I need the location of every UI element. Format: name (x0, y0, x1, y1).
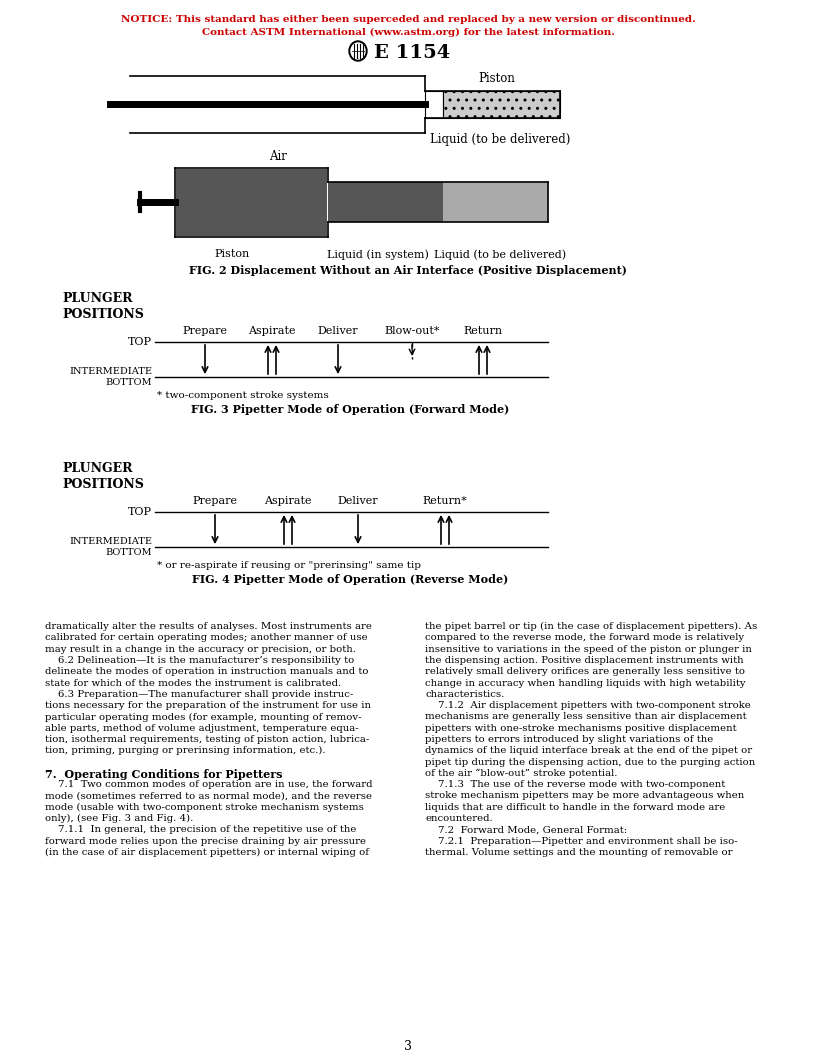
Text: compared to the reverse mode, the forward mode is relatively: compared to the reverse mode, the forwar… (425, 634, 744, 642)
Text: NOTICE: This standard has either been superceded and replaced by a new version o: NOTICE: This standard has either been su… (121, 15, 695, 24)
Text: Piston: Piston (478, 72, 515, 84)
Bar (176, 169, 327, 235)
Text: 7.1.2  Air displacement pipetters with two-component stroke: 7.1.2 Air displacement pipetters with tw… (425, 701, 751, 710)
Text: tion, isothermal requirements, testing of piston action, lubrica-: tion, isothermal requirements, testing o… (45, 735, 370, 744)
Text: Deliver: Deliver (317, 326, 358, 336)
Text: 7.  Operating Conditions for Pipetters: 7. Operating Conditions for Pipetters (45, 769, 282, 780)
Text: liquids that are difficult to handle in the forward mode are: liquids that are difficult to handle in … (425, 803, 725, 812)
Ellipse shape (349, 41, 367, 61)
Bar (328, 182, 443, 222)
Bar (425, 91, 443, 118)
Text: Prepare: Prepare (193, 496, 237, 506)
Text: stroke mechanism pipetters may be more advantageous when: stroke mechanism pipetters may be more a… (425, 792, 744, 800)
Text: may result in a change in the accuracy or precision, or both.: may result in a change in the accuracy o… (45, 644, 356, 654)
Text: FIG. 3 Pipetter Mode of Operation (Forward Mode): FIG. 3 Pipetter Mode of Operation (Forwa… (191, 404, 509, 415)
Text: dynamics of the liquid interface break at the end of the pipet or: dynamics of the liquid interface break a… (425, 747, 752, 755)
Text: insensitive to variations in the speed of the piston or plunger in: insensitive to variations in the speed o… (425, 644, 752, 654)
Text: INTERMEDIATE
BOTTOM: INTERMEDIATE BOTTOM (69, 367, 152, 386)
Text: mode (usable with two-component stroke mechanism systems: mode (usable with two-component stroke m… (45, 803, 364, 812)
Text: Liquid (in system): Liquid (in system) (327, 249, 429, 260)
Text: pipetters with one-stroke mechanisms positive displacement: pipetters with one-stroke mechanisms pos… (425, 723, 737, 733)
Text: TOP: TOP (128, 337, 152, 347)
Text: Air: Air (269, 150, 287, 163)
Text: Liquid (to be delivered): Liquid (to be delivered) (434, 249, 566, 260)
Text: Return: Return (463, 326, 503, 336)
Text: mode (sometimes referred to as normal mode), and the reverse: mode (sometimes referred to as normal mo… (45, 792, 372, 800)
Text: the dispensing action. Positive displacement instruments with: the dispensing action. Positive displace… (425, 656, 743, 665)
Text: TOP: TOP (128, 507, 152, 517)
Bar (443, 91, 560, 118)
Text: forward mode relies upon the precise draining by air pressure: forward mode relies upon the precise dra… (45, 836, 366, 846)
Text: Contact ASTM International (www.astm.org) for the latest information.: Contact ASTM International (www.astm.org… (202, 29, 614, 37)
Text: particular operating modes (for example, mounting of remov-: particular operating modes (for example,… (45, 713, 361, 721)
Text: state for which of the modes the instrument is calibrated.: state for which of the modes the instrum… (45, 679, 341, 687)
Text: characteristics.: characteristics. (425, 690, 504, 699)
Text: Prepare: Prepare (183, 326, 228, 336)
Text: * two-component stroke systems: * two-component stroke systems (157, 391, 329, 400)
Text: Aspirate: Aspirate (248, 326, 295, 336)
Text: Liquid (to be delivered): Liquid (to be delivered) (430, 133, 570, 146)
Text: 7.1.3  The use of the reverse mode with two-component: 7.1.3 The use of the reverse mode with t… (425, 780, 725, 789)
Ellipse shape (351, 43, 365, 59)
Text: pipet tip during the dispensing action, due to the purging action: pipet tip during the dispensing action, … (425, 757, 756, 767)
Text: tion, priming, purging or prerinsing information, etc.).: tion, priming, purging or prerinsing inf… (45, 747, 326, 755)
Text: mechanisms are generally less sensitive than air displacement: mechanisms are generally less sensitive … (425, 713, 747, 721)
Text: Blow-out*: Blow-out* (384, 326, 440, 336)
Text: pipetters to errors introduced by slight variations of the: pipetters to errors introduced by slight… (425, 735, 713, 744)
Text: the pipet barrel or tip (in the case of displacement pipetters). As: the pipet barrel or tip (in the case of … (425, 622, 757, 631)
Text: Piston: Piston (215, 249, 250, 259)
Text: 7.1  Two common modes of operation are in use, the forward: 7.1 Two common modes of operation are in… (45, 780, 372, 789)
Text: tions necessary for the preparation of the instrument for use in: tions necessary for the preparation of t… (45, 701, 371, 710)
Text: calibrated for certain operating modes; another manner of use: calibrated for certain operating modes; … (45, 634, 368, 642)
Text: able parts, method of volume adjustment, temperature equa-: able parts, method of volume adjustment,… (45, 723, 358, 733)
Text: Return*: Return* (423, 496, 468, 506)
Text: change in accuracy when handling liquids with high wetability: change in accuracy when handling liquids… (425, 679, 746, 687)
Text: Aspirate: Aspirate (264, 496, 312, 506)
Text: encountered.: encountered. (425, 814, 493, 823)
Text: thermal. Volume settings and the mounting of removable or: thermal. Volume settings and the mountin… (425, 848, 733, 857)
Text: relatively small delivery orifices are generally less sensitive to: relatively small delivery orifices are g… (425, 667, 745, 676)
Text: dramatically alter the results of analyses. Most instruments are: dramatically alter the results of analys… (45, 622, 372, 631)
Text: FIG. 2 Displacement Without an Air Interface (Positive Displacement): FIG. 2 Displacement Without an Air Inter… (189, 265, 627, 276)
Text: * or re-aspirate if reusing or "prerinsing" same tip: * or re-aspirate if reusing or "prerinsi… (157, 561, 421, 570)
Bar (443, 182, 548, 222)
Text: 7.2.1  Preparation—Pipetter and environment shall be iso-: 7.2.1 Preparation—Pipetter and environme… (425, 836, 738, 846)
Text: Deliver: Deliver (338, 496, 379, 506)
Text: delineate the modes of operation in instruction manuals and to: delineate the modes of operation in inst… (45, 667, 369, 676)
Text: 6.3 Preparation—The manufacturer shall provide instruc-: 6.3 Preparation—The manufacturer shall p… (45, 690, 353, 699)
Text: 7.1.1  In general, the precision of the repetitive use of the: 7.1.1 In general, the precision of the r… (45, 826, 357, 834)
Text: INTERMEDIATE
BOTTOM: INTERMEDIATE BOTTOM (69, 538, 152, 557)
Text: (in the case of air displacement pipetters) or internal wiping of: (in the case of air displacement pipette… (45, 848, 369, 857)
Text: E 1154: E 1154 (374, 44, 450, 62)
Text: of the air “blow-out” stroke potential.: of the air “blow-out” stroke potential. (425, 769, 618, 778)
Text: 3: 3 (404, 1040, 412, 1053)
Text: only), (see Fig. 3 and Fig. 4).: only), (see Fig. 3 and Fig. 4). (45, 814, 193, 824)
Text: PLUNGER
POSITIONS: PLUNGER POSITIONS (62, 463, 144, 491)
Text: FIG. 4 Pipetter Mode of Operation (Reverse Mode): FIG. 4 Pipetter Mode of Operation (Rever… (192, 574, 508, 585)
Text: PLUNGER
POSITIONS: PLUNGER POSITIONS (62, 293, 144, 321)
Text: 7.2  Forward Mode, General Format:: 7.2 Forward Mode, General Format: (425, 826, 628, 834)
Text: 6.2 Delineation—It is the manufacturer’s responsibility to: 6.2 Delineation—It is the manufacturer’s… (45, 656, 354, 665)
